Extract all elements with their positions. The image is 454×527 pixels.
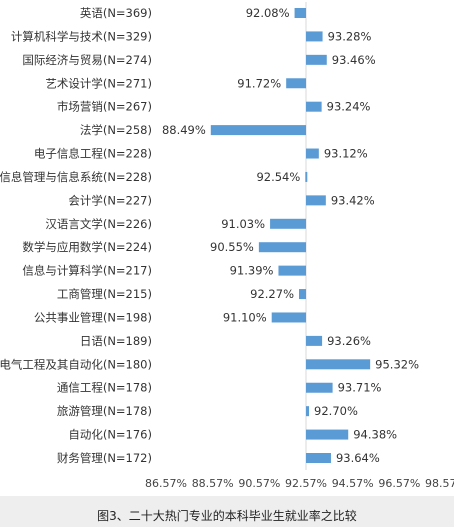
value-label: 91.10% (223, 310, 267, 324)
x-tick-label: 96.57% (378, 477, 420, 490)
value-label: 93.12% (324, 147, 368, 161)
x-tick-label: 94.57% (332, 477, 374, 490)
category-label: 自动化(N=176) (68, 428, 152, 442)
value-label: 92.70% (314, 404, 358, 418)
bar (306, 382, 333, 393)
bar (305, 171, 308, 182)
x-tick-label: 86.57% (145, 477, 187, 490)
category-label: 公共事业管理(N=198) (34, 310, 152, 324)
value-label: 91.72% (237, 76, 281, 90)
bar (306, 429, 349, 440)
category-label: 国际经济与贸易(N=274) (22, 53, 152, 67)
bar (258, 242, 306, 253)
bar (286, 78, 306, 89)
bar (306, 195, 326, 206)
category-label: 财务管理(N=172) (57, 451, 152, 465)
category-label: 电子信息工程(N=228) (34, 147, 152, 161)
value-label: 93.64% (336, 451, 380, 465)
value-label: 93.26% (327, 334, 371, 348)
category-label: 数学与应用数学(N=224) (22, 240, 152, 254)
bar (306, 359, 371, 370)
category-label: 信息与计算科学(N=217) (22, 264, 152, 278)
value-label: 93.42% (331, 193, 375, 207)
bar (210, 125, 306, 136)
value-label: 90.55% (210, 240, 254, 254)
category-label: 日语(N=189) (80, 334, 152, 348)
value-label: 94.38% (353, 428, 397, 442)
bar (299, 289, 306, 300)
x-tick-label: 98.57% (425, 477, 454, 490)
value-label: 92.27% (250, 287, 294, 301)
figure-caption: 图3、二十大热门专业的本科毕业生就业率之比较 (97, 509, 357, 523)
bar-chart: 英语(N=369) 92.08% 计算机科学与技术(N=329) 93.28% 国际经济… (0, 2, 454, 490)
x-tick-label: 90.57% (238, 477, 280, 490)
x-tick-label: 88.57% (192, 477, 234, 490)
value-label: 93.71% (338, 381, 382, 395)
value-label: 91.03% (221, 217, 265, 231)
category-label: 会计学(N=227) (68, 193, 152, 207)
category-label: 计算机科学与技术(N=329) (11, 29, 152, 43)
value-label: 95.32% (375, 357, 419, 371)
value-label: 92.08% (246, 6, 290, 20)
category-label: 信息管理与信息系统(N=228) (0, 170, 152, 184)
bar (306, 335, 323, 346)
category-label: 市场营销(N=267) (57, 100, 152, 114)
category-label: 通信工程(N=178) (57, 381, 152, 395)
bar (271, 312, 306, 323)
bar (306, 101, 322, 112)
x-tick-label: 92.57% (285, 477, 327, 490)
value-label: 92.54% (256, 170, 300, 184)
category-label: 汉语言文学(N=226) (45, 217, 152, 231)
bar (306, 453, 331, 463)
bar (306, 406, 310, 417)
value-label: 88.49% (162, 123, 206, 137)
category-label: 英语(N=369) (80, 6, 152, 20)
value-label: 93.24% (327, 100, 371, 114)
bar (278, 265, 306, 276)
category-label: 法学(N=258) (80, 123, 152, 137)
category-label: 艺术设计学(N=271) (45, 76, 152, 90)
category-label: 电气工程及其自动化(N=180) (0, 357, 152, 371)
value-label: 91.39% (230, 264, 274, 278)
bar (306, 31, 323, 42)
value-label: 93.46% (332, 53, 376, 67)
category-label: 旅游管理(N=178) (57, 404, 152, 418)
bar (294, 8, 306, 18)
bar (306, 54, 327, 65)
value-label: 93.28% (328, 29, 372, 43)
bar (270, 218, 306, 229)
caption-background (0, 496, 454, 527)
category-label: 工商管理(N=215) (57, 287, 152, 301)
bar (306, 148, 319, 159)
